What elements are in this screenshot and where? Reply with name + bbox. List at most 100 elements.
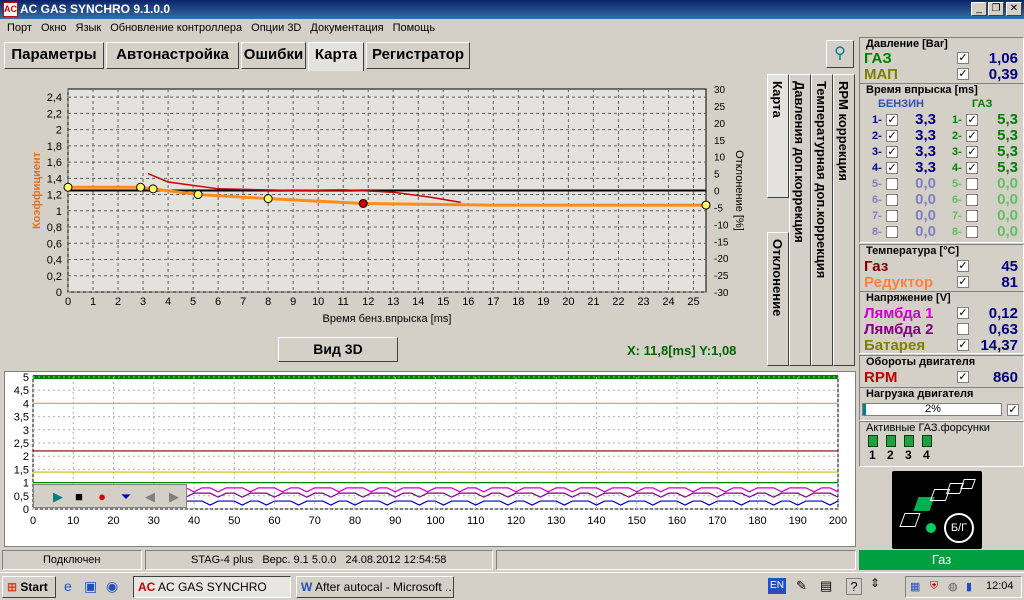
recorder-x-tick: 50: [228, 515, 240, 527]
prev-icon[interactable]: ◀: [145, 489, 155, 504]
gas-injector-checkbox[interactable]: [966, 226, 978, 238]
battery-checkbox[interactable]: ✓: [957, 339, 969, 351]
petrol-injector-checkbox[interactable]: ✓: [886, 114, 898, 126]
recorder-y-tick: 0: [23, 504, 29, 516]
map-chart-svg: 0 1 2 3 4 5 6 7 8 9 10 11 12 13 14 15 16 17 18 19 20 21 22 23 24…: [31, 85, 745, 325]
cursor-readout: X: 11,8[ms] Y:1,08: [627, 343, 737, 358]
tab-autotune[interactable]: Автонастройка: [106, 42, 239, 69]
maximize-button[interactable]: ❐: [988, 2, 1004, 16]
probe-icon[interactable]: ⚲: [826, 40, 854, 68]
x-tick-label: 6: [215, 296, 221, 308]
tab-parameters[interactable]: Параметры: [4, 42, 104, 69]
menu-update[interactable]: Обновление контроллера: [110, 22, 243, 34]
tab-map[interactable]: Карта: [308, 42, 364, 71]
lambda1-checkbox[interactable]: ✓: [957, 307, 969, 319]
menu-help[interactable]: Помощь: [392, 22, 436, 34]
tab-recorder[interactable]: Регистратор: [366, 42, 470, 69]
gas-injector-checkbox[interactable]: [966, 210, 978, 222]
minimize-button[interactable]: _: [971, 2, 987, 16]
gas-injector-checkbox[interactable]: ✓: [966, 162, 978, 174]
petrol-injector-checkbox[interactable]: ✓: [886, 162, 898, 174]
petrol-injector-checkbox[interactable]: [886, 178, 898, 190]
gas-injector-checkbox[interactable]: ✓: [966, 146, 978, 158]
disk-icon[interactable]: ◍: [948, 581, 958, 593]
gas-injector-checkbox[interactable]: [966, 194, 978, 206]
vtab-map[interactable]: Карта: [767, 74, 789, 198]
close-button[interactable]: ✕: [1006, 2, 1022, 16]
vtab-temperature-correction[interactable]: Температурная доп.коррекция: [811, 74, 833, 366]
recorder-x-tick: 200: [829, 515, 847, 527]
task-acgas[interactable]: AC AC GAS SYNCHRO: [133, 576, 291, 598]
gas-injector-checkbox[interactable]: ✓: [966, 130, 978, 142]
petrol-header: БЕНЗИН: [878, 98, 924, 110]
petrol-injector-number: 1-: [872, 114, 882, 126]
security-icon[interactable]: ⛨: [930, 580, 939, 592]
x-tick-label: 25: [687, 296, 699, 308]
y2-axis-title: Отклонение [%]: [733, 150, 745, 231]
petrol-injection-time: 0,0: [915, 175, 936, 192]
petrol-injection-time: 3,3: [915, 127, 936, 144]
explorer-icon[interactable]: ▣: [84, 578, 98, 594]
petrol-injector-checkbox[interactable]: [886, 210, 898, 222]
petrol-injector-checkbox[interactable]: ✓: [886, 146, 898, 158]
lambda2-checkbox[interactable]: [957, 323, 969, 335]
stop-icon[interactable]: ■: [75, 489, 83, 504]
y-tick-label: 2: [56, 125, 62, 137]
y2-tick-label: -20: [714, 254, 729, 265]
tray-arrow-icon[interactable]: ⇕: [870, 576, 881, 590]
menu-3d-options[interactable]: Опции 3D: [251, 22, 302, 34]
ac-logo-icon: AC: [3, 2, 18, 17]
network-icon[interactable]: ▦: [910, 581, 921, 593]
recorder-y-tick: 0,5: [14, 491, 29, 503]
map-point: [193, 190, 203, 200]
view-3d-button[interactable]: Вид 3D: [278, 337, 398, 362]
petrol-injector-checkbox[interactable]: [886, 194, 898, 206]
petrol-injector-checkbox[interactable]: [886, 226, 898, 238]
vtab-pressure-correction[interactable]: Давления доп.коррекция: [789, 74, 811, 366]
gas-injector-checkbox[interactable]: ✓: [966, 114, 978, 126]
menu-bar: Порт Окно Язык Обновление контроллера Опции …: [0, 19, 1024, 38]
x-tick-label: 10: [312, 296, 324, 308]
menu-language[interactable]: Язык: [75, 22, 102, 34]
tray-tool-icon[interactable]: ✎: [796, 578, 807, 593]
gas-injector-checkbox[interactable]: [966, 178, 978, 190]
y2-tick-label: 5: [714, 170, 720, 181]
load-section: Нагрузка двигателя 2% ✓: [859, 387, 1024, 421]
vtab-rpm-correction[interactable]: RPM коррекция: [833, 74, 855, 366]
rpm-checkbox[interactable]: ✓: [957, 371, 969, 383]
save-icon[interactable]: ⏷: [120, 489, 132, 504]
battery-tray-icon[interactable]: ▮: [966, 581, 973, 593]
gas-injector-icon: [922, 435, 932, 447]
petrol-injection-time: 3,3: [915, 159, 936, 176]
ie-icon[interactable]: e: [64, 578, 72, 594]
help-icon[interactable]: ?: [846, 578, 862, 595]
vtab-deviation[interactable]: Отклонение: [767, 232, 789, 366]
map-pressure-checkbox[interactable]: ✓: [957, 68, 969, 80]
task-word[interactable]: W After autocal - Microsoft ...: [296, 576, 454, 598]
reducer-temp-checkbox[interactable]: ✓: [957, 276, 969, 288]
play-icon[interactable]: ▶: [53, 489, 63, 504]
menu-window[interactable]: Окно: [40, 22, 67, 34]
fuel-switch-button[interactable]: Б/Г: [944, 513, 974, 543]
x-tick-label: 12: [362, 296, 374, 308]
menu-docs[interactable]: Документация: [310, 22, 384, 34]
load-value: 2%: [925, 403, 941, 415]
petrol-injector-checkbox[interactable]: ✓: [886, 130, 898, 142]
next-icon[interactable]: ▶: [169, 489, 179, 504]
mode-indicator: Газ: [859, 550, 1024, 570]
language-indicator[interactable]: EN: [768, 578, 786, 594]
start-button[interactable]: ⊞ Start: [2, 576, 56, 598]
petrol-injection-time: 0,0: [915, 223, 936, 240]
menu-port[interactable]: Порт: [7, 22, 32, 34]
gas-pressure-checkbox[interactable]: ✓: [957, 52, 969, 64]
gas-temp-checkbox[interactable]: ✓: [957, 260, 969, 272]
x-tick-label: 1: [90, 296, 96, 308]
load-checkbox[interactable]: ✓: [1007, 404, 1019, 416]
media-icon[interactable]: ◉: [106, 578, 119, 594]
petrol-injection-time: 3,3: [915, 143, 936, 160]
record-icon[interactable]: ●: [98, 489, 106, 504]
tray-window-icon[interactable]: ▤: [820, 578, 833, 593]
tab-errors[interactable]: Ошибки: [241, 42, 306, 69]
lambda2-value: 0,63: [988, 321, 1018, 338]
